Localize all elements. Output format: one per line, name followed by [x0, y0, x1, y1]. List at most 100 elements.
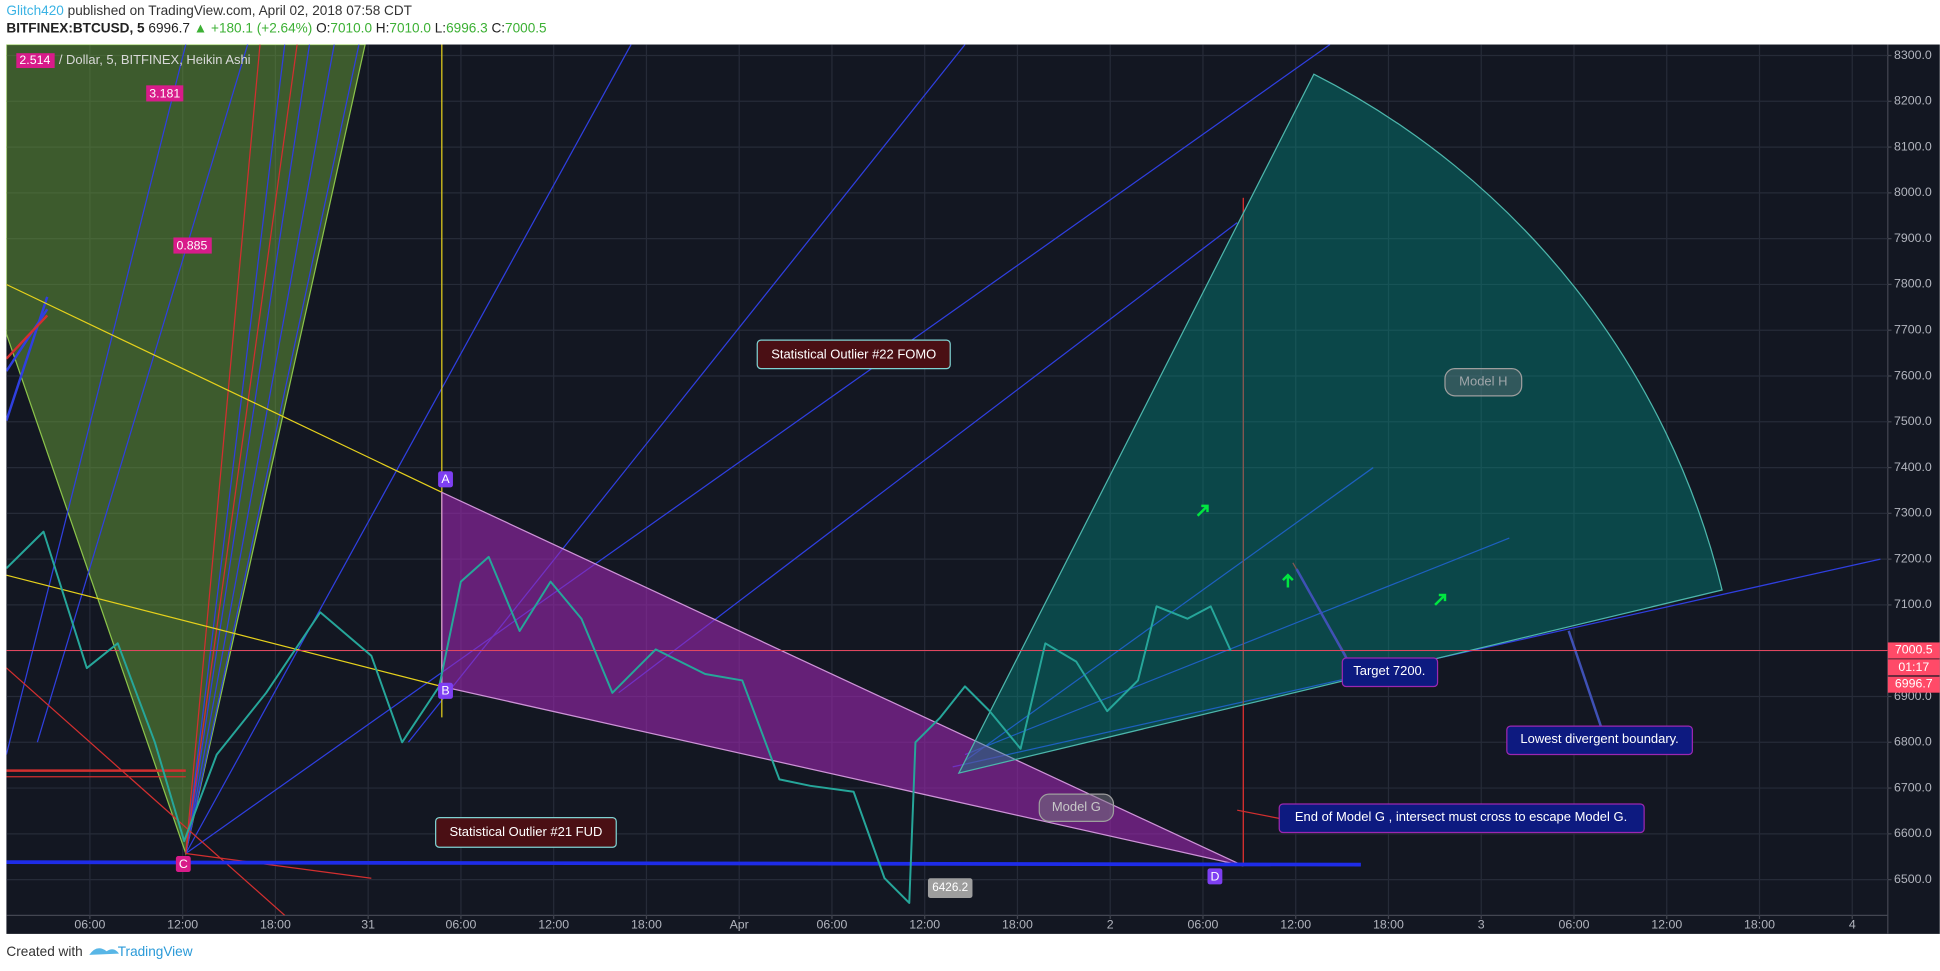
- x-tick-label: 18:00: [260, 917, 291, 931]
- fib-box: [173, 237, 212, 254]
- header-quote: BITFINEX:BTCUSD, 5 6996.7 ▲ +180.1 (+2.6…: [6, 20, 546, 35]
- bid-label: 6996.7: [1895, 676, 1933, 690]
- annotation-box: [1278, 803, 1645, 834]
- x-tick-label: 18:00: [1002, 917, 1033, 931]
- x-tick-label: 3: [1478, 917, 1485, 931]
- arrow-line: [1237, 809, 1282, 820]
- y-tick-label: 8100.0: [1894, 139, 1932, 153]
- annotation: Lowest divergent boundary.: [1520, 731, 1678, 746]
- x-tick-label: 18:00: [1373, 917, 1404, 931]
- y-tick-label: 7800.0: [1894, 277, 1932, 291]
- annotation: Model G: [1052, 799, 1101, 814]
- bid-box: [1887, 676, 1940, 693]
- annotation-box: [1506, 725, 1693, 756]
- y-tick-label: 8200.0: [1894, 94, 1932, 108]
- annotation-box: [756, 339, 951, 370]
- y-tick-label: 8300.0: [1894, 48, 1932, 62]
- x-tick-label: 12:00: [538, 917, 569, 931]
- drawings: [6, 44, 1888, 916]
- series: [6, 530, 1888, 904]
- y-tick-label: 7900.0: [1894, 231, 1932, 245]
- y-tick-label: 7600.0: [1894, 368, 1932, 382]
- point-label: B: [441, 684, 449, 698]
- low-label: 6426.2: [932, 881, 968, 894]
- footer-created: Created with: [6, 944, 82, 959]
- point-label: D: [1210, 869, 1219, 883]
- x-tick-label: 18:00: [1744, 917, 1775, 931]
- annotation: Statistical Outlier #22 FOMO: [771, 346, 936, 361]
- symbol: BITFINEX:BTCUSD, 5: [6, 20, 145, 35]
- y-tick-label: 7100.0: [1894, 597, 1932, 611]
- ohlc-value: 7010.0: [330, 20, 372, 35]
- x-tick-label: 06:00: [445, 917, 476, 931]
- annotation-box: [1038, 793, 1115, 822]
- annotation: Target 7200.: [1353, 663, 1425, 678]
- ohlc-label: C:: [491, 20, 505, 35]
- ohlc-label: O:: [316, 20, 330, 35]
- x-tick-label: 06:00: [1187, 917, 1218, 931]
- point-label: A: [441, 472, 450, 486]
- price-tag-label: 7000.5: [1895, 643, 1933, 657]
- point-box: [438, 471, 453, 488]
- price-tag: [1887, 642, 1940, 659]
- x-tick-label: 12:00: [1280, 917, 1311, 931]
- x-tick-label: 4: [1849, 917, 1856, 931]
- last: 6996.7: [148, 20, 190, 35]
- x-tick-label: 06:00: [74, 917, 105, 931]
- fib-fan: [6, 44, 366, 856]
- y-tick-label: 8000.0: [1894, 185, 1932, 199]
- annotation: End of Model G , intersect must cross to…: [1295, 809, 1627, 824]
- arrow-line: [1295, 568, 1350, 663]
- x-tick-label: 06:00: [1559, 917, 1590, 931]
- annotation-box: [1444, 367, 1523, 397]
- author[interactable]: Glitch420: [6, 3, 64, 18]
- fib-box: [146, 85, 184, 102]
- model-h-wedge: [957, 73, 1723, 775]
- y-tick-label: 7400.0: [1894, 460, 1932, 474]
- trend-line: [6, 574, 442, 688]
- change: ▲ +180.1 (+2.64%): [194, 20, 313, 35]
- legend: Bitcoin / Dollar, 5, BITFINEX, Heikin As…: [16, 52, 250, 67]
- model-g-triangle: [441, 491, 1244, 867]
- countdown: 01:17: [1898, 660, 1929, 674]
- y-tick-label: 7700.0: [1894, 322, 1932, 336]
- ohlc-label: H:: [376, 20, 390, 35]
- annotation-box: [435, 817, 617, 848]
- annotations: Statistical Outlier #22 FOMO Statistical…: [16, 52, 1693, 899]
- y-tick-label: 6600.0: [1894, 826, 1932, 840]
- x-tick-label: 12:00: [909, 917, 940, 931]
- price-series: [6, 530, 1232, 904]
- published: published on TradingView.com, April 02, …: [68, 3, 412, 18]
- y-tick-label: 7500.0: [1894, 414, 1932, 428]
- y-tick-label: 6500.0: [1894, 872, 1932, 886]
- fan-lines: [6, 44, 1881, 854]
- footer-brand[interactable]: TradingView: [118, 944, 193, 959]
- support-line: [6, 860, 1361, 867]
- arrow-markers: [1196, 504, 1447, 606]
- x-tick-label: 18:00: [631, 917, 662, 931]
- y-tick-label: 6800.0: [1894, 735, 1932, 749]
- x-tick-label: 12:00: [1651, 917, 1682, 931]
- y-tick-label: 7200.0: [1894, 551, 1932, 565]
- point-box: [1207, 868, 1223, 885]
- trend-line: [6, 283, 443, 493]
- ohlc-value: 7000.5: [505, 20, 547, 35]
- arrow-line: [1567, 630, 1604, 731]
- countdown-box: [1887, 659, 1940, 676]
- ohlc-value: 7010.0: [389, 20, 431, 35]
- ohlc-value: 6996.3: [446, 20, 488, 35]
- low-label-box: [927, 878, 973, 899]
- x-tick-label: 2: [1107, 917, 1114, 931]
- x-tick-label: 06:00: [816, 917, 847, 931]
- fib-label: 2.514: [19, 53, 50, 67]
- header-line: Glitch420 published on TradingView.com, …: [6, 3, 412, 18]
- fib-label: 3.181: [149, 86, 180, 100]
- annotation-box: [1341, 657, 1439, 688]
- axes: 6500.06600.06700.06800.06900.07000.07100…: [74, 48, 1940, 931]
- x-tick-label: Apr: [730, 917, 749, 931]
- annotation: Model H: [1459, 374, 1507, 389]
- x-tick-label: 31: [361, 917, 375, 931]
- annotation: Statistical Outlier #21 FUD: [450, 824, 603, 839]
- fib-label: 0.885: [176, 238, 207, 252]
